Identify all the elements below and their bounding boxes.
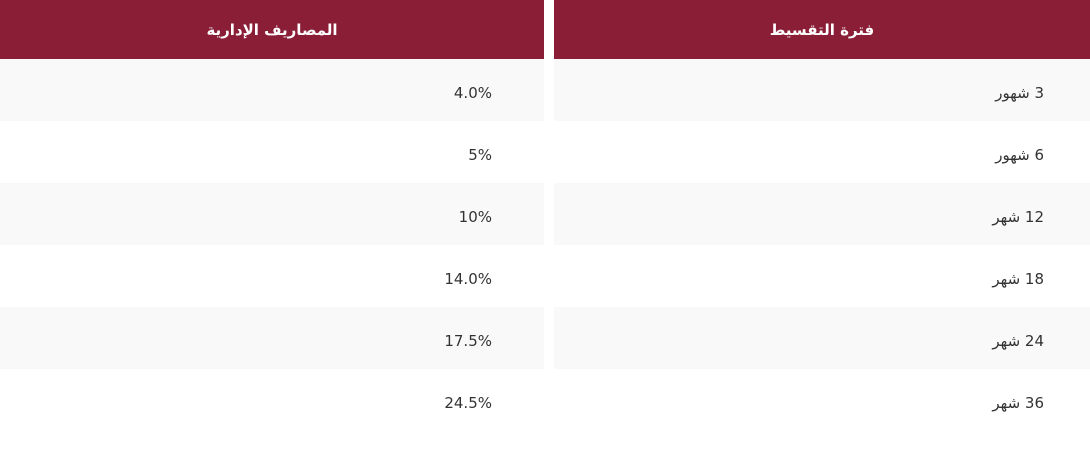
table-row: 3 شهور: [554, 59, 1090, 121]
administrative-fees-column: المصاريف الإدارية 4.0% 5% 10% 14.0% 17.5…: [0, 0, 544, 431]
installment-period-column: فترة التقسيط 3 شهور 6 شهور 12 شهر 18 شهر…: [554, 0, 1090, 431]
table-row: 14.0%: [0, 245, 544, 307]
period-cell: 18 شهر: [992, 270, 1044, 288]
period-cell: 12 شهر: [992, 208, 1044, 226]
table-row: 4.0%: [0, 59, 544, 121]
table-row: 6 شهور: [554, 121, 1090, 183]
fee-cell: 14.0%: [444, 270, 492, 288]
installment-period-header: فترة التقسيط: [554, 0, 1090, 59]
fee-cell: 17.5%: [444, 332, 492, 350]
fee-cell: 24.5%: [444, 394, 492, 412]
table-row: 24 شهر: [554, 307, 1090, 369]
table-row: 36 شهر: [554, 369, 1090, 431]
period-cell: 36 شهر: [992, 394, 1044, 412]
administrative-fees-header: المصاريف الإدارية: [0, 0, 544, 59]
fee-cell: 4.0%: [453, 84, 492, 102]
fee-cell: 5%: [468, 146, 492, 164]
period-cell: 24 شهر: [992, 332, 1044, 350]
fee-cell: 10%: [458, 208, 492, 226]
period-cell: 3 شهور: [995, 84, 1044, 102]
table-row: 18 شهر: [554, 245, 1090, 307]
table-row: 17.5%: [0, 307, 544, 369]
period-cell: 6 شهور: [995, 146, 1044, 164]
table-row: 24.5%: [0, 369, 544, 431]
table-row: 10%: [0, 183, 544, 245]
table-row: 12 شهر: [554, 183, 1090, 245]
table-row: 5%: [0, 121, 544, 183]
